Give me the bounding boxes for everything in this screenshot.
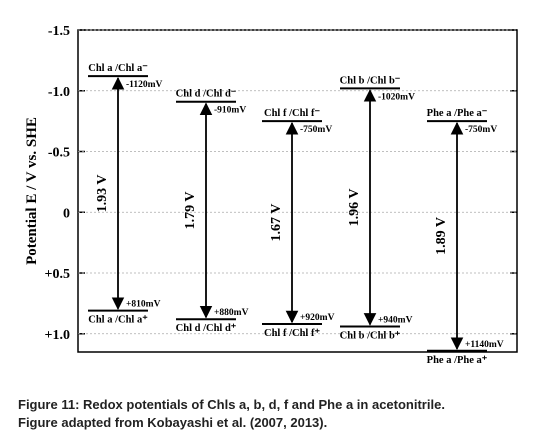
gap-label: 1.89 V (434, 217, 449, 255)
couple-label: Chl a /Chl a⁺ (88, 315, 148, 326)
plot-frame (77, 29, 518, 353)
value-label: +810mV (126, 300, 161, 310)
caption-line: Figure 11: Redox potentials of Chls a, b… (18, 397, 445, 412)
couple-label: Chl b /Chl b⁻ (340, 75, 401, 86)
caption-line: Figure adapted from Kobayashi et al. (20… (18, 415, 327, 430)
caption-text: Redox potentials of Chls a, b, d, f and … (83, 397, 445, 412)
gap-label: 1.67 V (269, 204, 284, 242)
couple-label: Chl f /Chl f⁺ (264, 328, 320, 339)
value-label: +1140mV (465, 340, 504, 350)
couple-label: Chl a /Chl a⁻ (88, 63, 148, 74)
value-label: +880mV (214, 308, 249, 318)
gap-label: 1.93 V (95, 175, 110, 213)
couple-label: Phe a /Phe a⁻ (427, 108, 488, 119)
couple-label: Chl d /Chl d⁺ (176, 323, 237, 334)
value-label: -1120mV (126, 80, 163, 90)
caption-label: Figure 11: (18, 397, 79, 412)
gap-label: 1.96 V (347, 188, 362, 226)
y-tick-label: +0.5 (45, 267, 70, 282)
couple-label: Phe a /Phe a⁺ (427, 355, 488, 366)
value-label: +940mV (378, 315, 413, 325)
y-tick-label: +1.0 (45, 328, 70, 343)
gap-label: 1.79 V (183, 192, 198, 230)
value-label: -750mV (300, 125, 332, 135)
y-tick-label: 0 (63, 206, 70, 221)
value-label: -1020mV (378, 92, 415, 102)
value-label: -910mV (214, 106, 246, 116)
y-axis-label: Potential E / V vs. SHE (24, 117, 40, 265)
couple-label: Chl d /Chl d⁻ (176, 89, 237, 100)
y-tick-label: -0.5 (48, 146, 70, 161)
couple-label: Chl b /Chl b⁺ (340, 330, 401, 341)
y-tick-label: -1.0 (48, 85, 70, 100)
value-label: +920mV (300, 313, 335, 323)
y-tick-label: -1.5 (48, 24, 70, 39)
value-label: -750mV (465, 125, 497, 135)
couple-label: Chl f /Chl f⁻ (264, 108, 320, 119)
